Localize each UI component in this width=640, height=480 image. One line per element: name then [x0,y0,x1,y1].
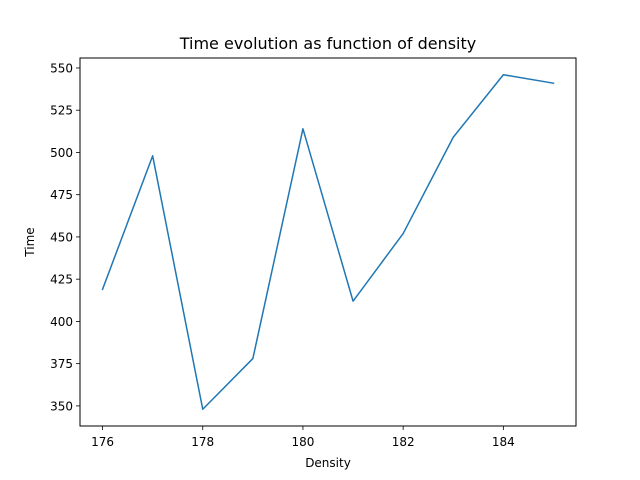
x-tick-label: 184 [492,435,515,449]
y-tick-label: 475 [50,188,73,202]
plot-area [101,73,555,411]
y-axis-label: Time [23,227,37,257]
series-line [101,73,555,411]
x-axis: 176 178 180 182 184 [91,426,515,449]
plot-frame [79,57,577,427]
y-tick-label: 400 [50,315,73,329]
y-tick-label: 500 [50,146,73,160]
y-tick-label: 550 [50,61,73,75]
x-tick-label: 178 [191,435,214,449]
y-tick-label: 450 [50,230,73,244]
x-tick-label: 180 [291,435,314,449]
y-tick-label: 350 [50,399,73,413]
y-tick-label: 525 [50,104,73,118]
y-tick-label: 375 [50,357,73,371]
x-tick-label: 176 [91,435,114,449]
x-axis-label: Density [305,456,351,470]
y-tick-label: 425 [50,273,73,287]
x-tick-label: 182 [392,435,415,449]
y-axis: 350 375 400 425 450 475 500 525 550 [50,61,80,413]
chart-title: Time evolution as function of density [179,34,477,53]
